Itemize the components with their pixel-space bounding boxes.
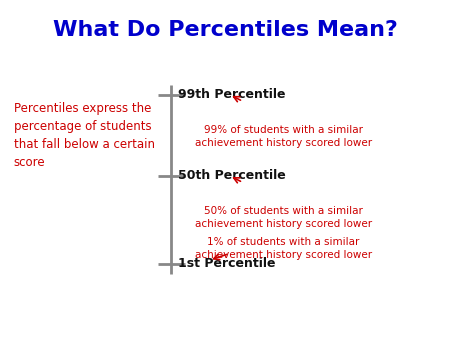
Text: 50% of students with a similar
achievement history scored lower: 50% of students with a similar achieveme… xyxy=(195,206,372,230)
Text: What Do Percentiles Mean?: What Do Percentiles Mean? xyxy=(53,20,397,41)
Text: 1st Percentile: 1st Percentile xyxy=(178,257,275,270)
Text: Percentiles express the
percentage of students
that fall below a certain
score: Percentiles express the percentage of st… xyxy=(14,102,154,169)
Text: 1% of students with a similar
achievement history scored lower: 1% of students with a similar achievemen… xyxy=(195,237,372,260)
Text: 50th Percentile: 50th Percentile xyxy=(178,169,285,182)
Text: 99% of students with a similar
achievement history scored lower: 99% of students with a similar achieveme… xyxy=(195,125,372,148)
Text: 99th Percentile: 99th Percentile xyxy=(178,88,285,101)
